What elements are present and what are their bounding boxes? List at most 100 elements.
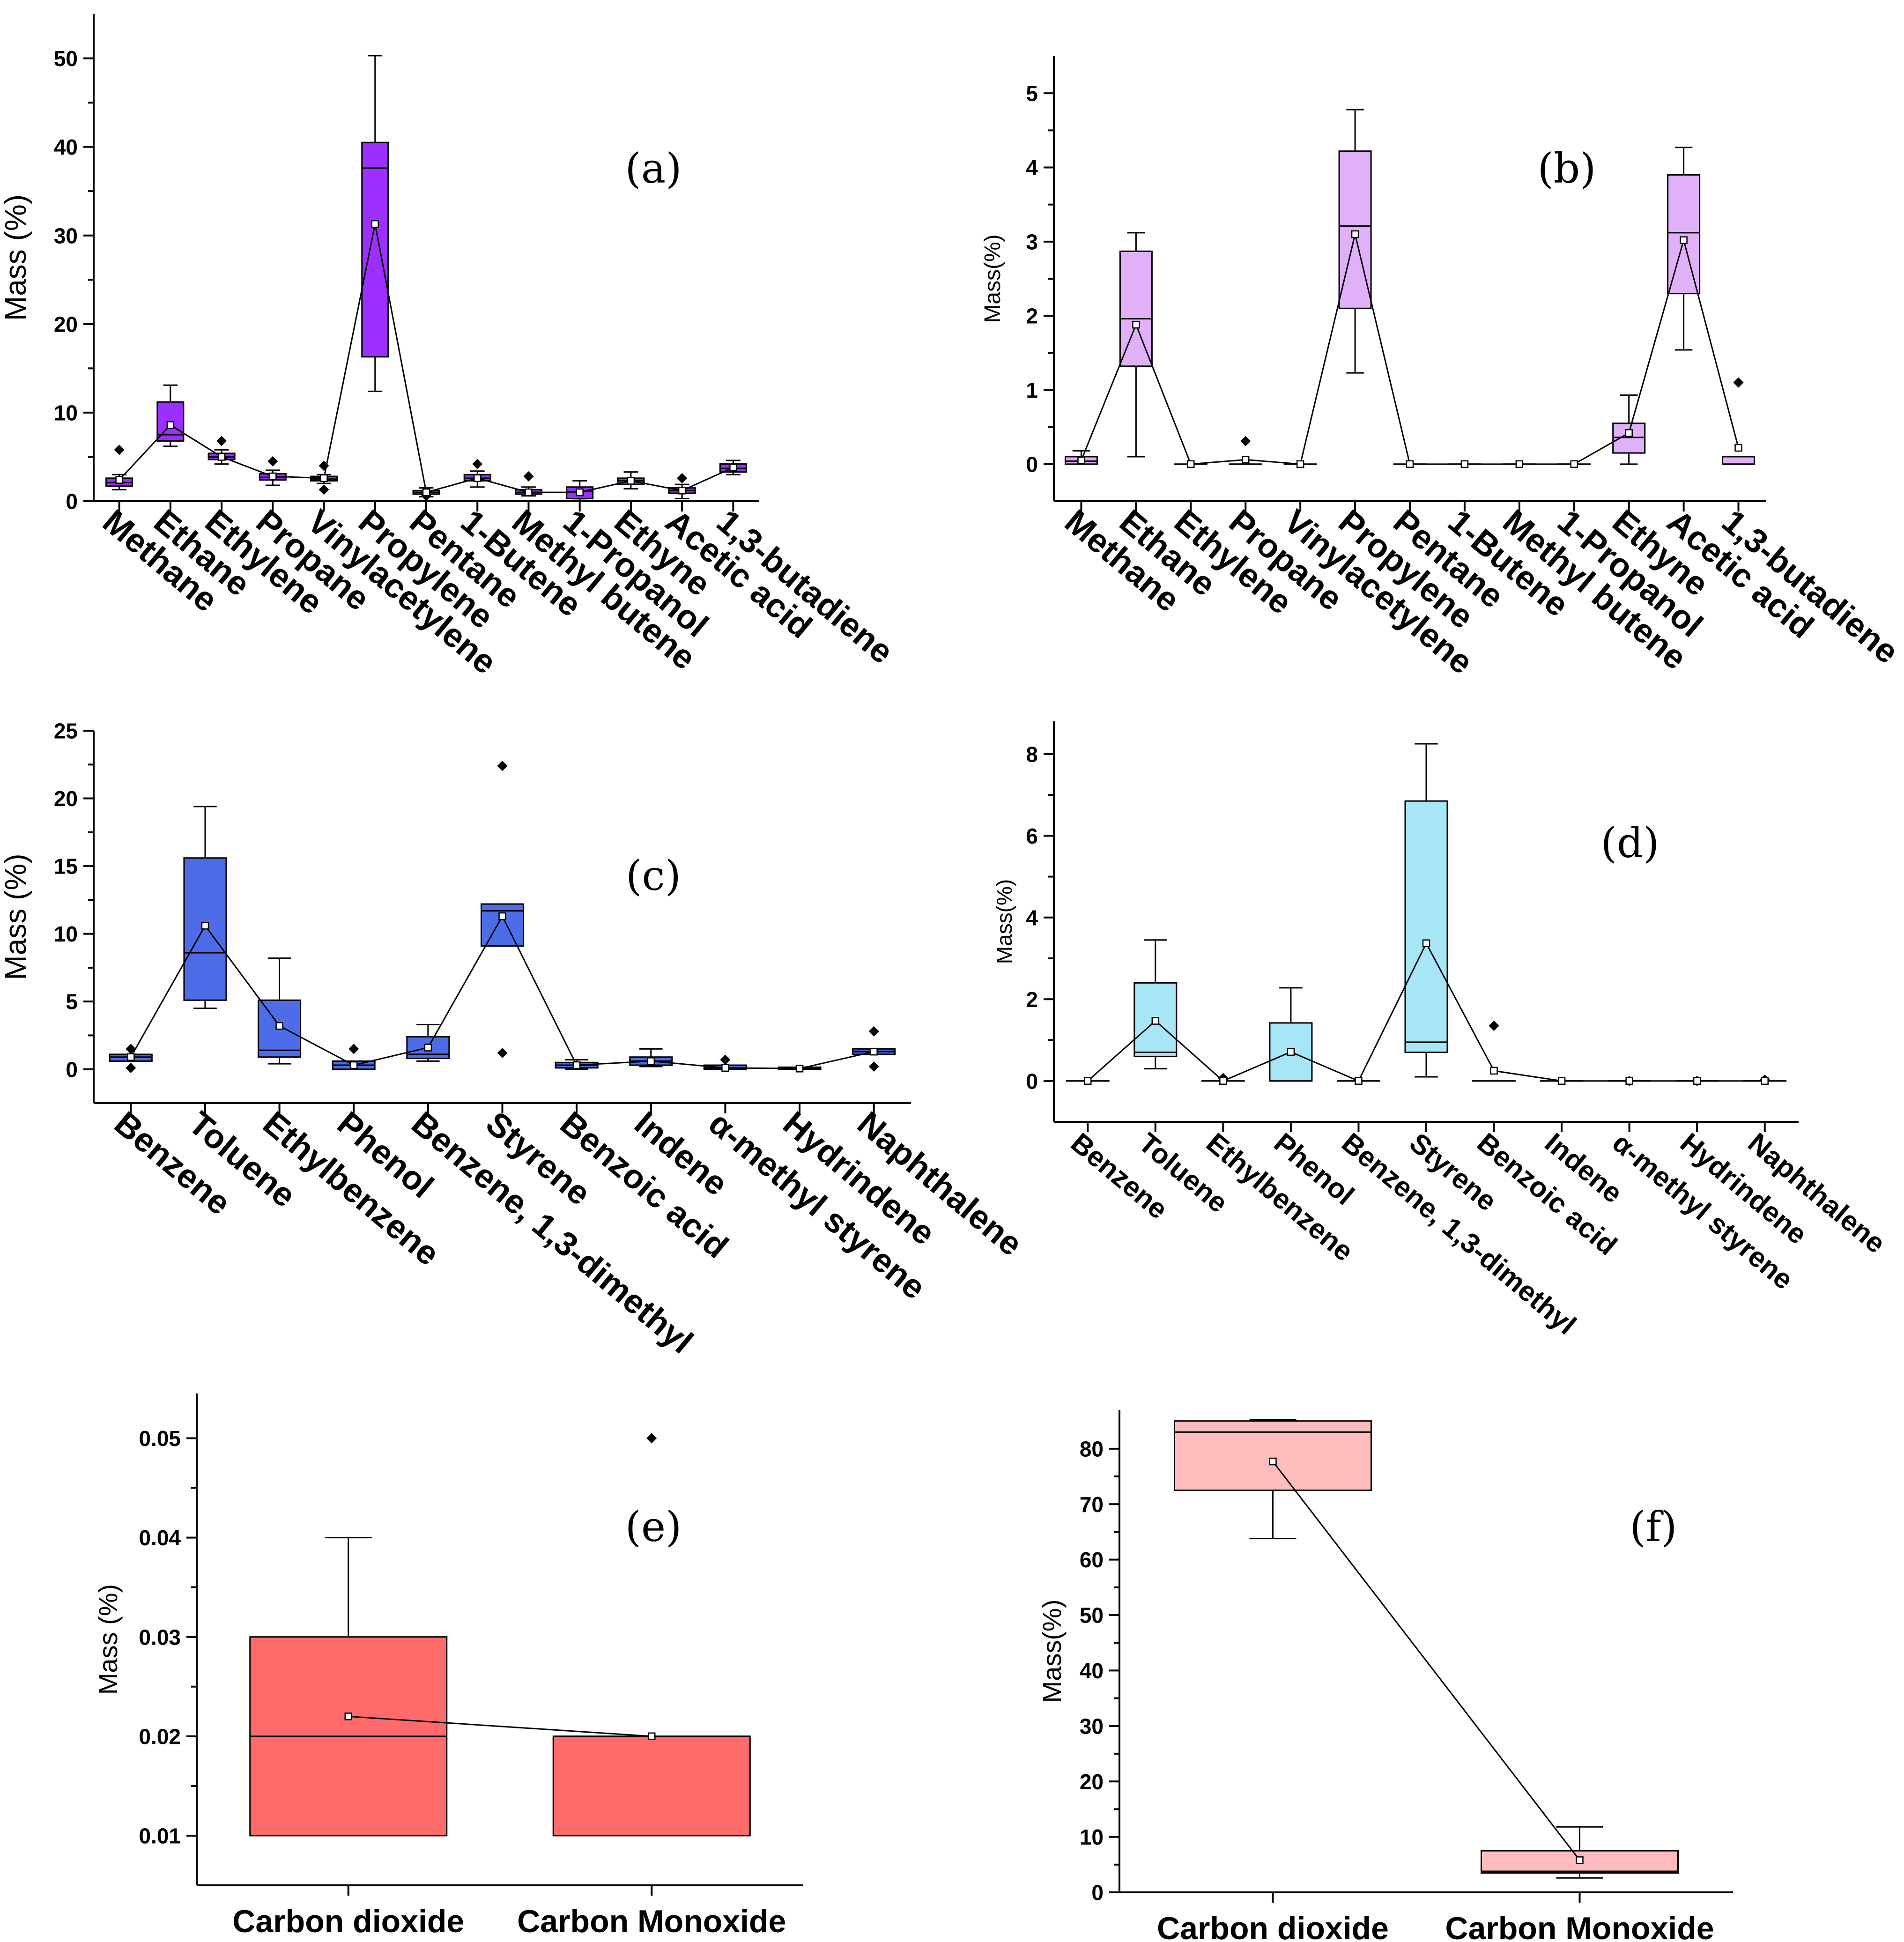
box-group <box>183 806 227 1009</box>
mean-point <box>424 1044 432 1052</box>
outlier-point <box>216 436 227 446</box>
mean-point <box>647 1057 655 1065</box>
y-tick-label: 6 <box>1026 824 1038 848</box>
y-tick-label: 4 <box>1026 905 1038 930</box>
box <box>1612 422 1646 454</box>
mean-point <box>1077 456 1085 465</box>
mean-point <box>115 476 123 484</box>
y-tick-label: 50 <box>1080 1603 1104 1628</box>
mean-point <box>1422 939 1430 947</box>
mean-line <box>1272 1461 1580 1861</box>
mean-point <box>795 1065 804 1073</box>
y-axis-label: Mass (%) <box>0 853 32 980</box>
chart-panel-2: 012345MethaneEthaneEthylenePropaneVinyla… <box>980 56 1904 682</box>
outlier-point <box>126 1044 136 1054</box>
box <box>1667 174 1701 295</box>
mean-point <box>1241 456 1250 464</box>
mean-point <box>1570 460 1578 468</box>
outlier-point <box>126 1062 136 1073</box>
y-tick-label: 10 <box>1080 1825 1104 1849</box>
box <box>552 1735 751 1837</box>
box-group <box>1174 1419 1372 1540</box>
mean-point <box>1576 1856 1584 1864</box>
y-tick-label: 0.01 <box>139 1823 181 1848</box>
box-group <box>361 55 389 393</box>
mean-point <box>1406 460 1414 468</box>
outlier-point <box>646 1433 657 1444</box>
box-group <box>1481 1826 1679 1879</box>
mean-point <box>1287 1048 1295 1056</box>
box <box>1404 800 1448 1053</box>
box-group <box>1404 743 1448 1078</box>
mean-point <box>678 487 686 495</box>
mean-point <box>1296 460 1304 468</box>
mean-point <box>349 1061 358 1069</box>
y-tick-label: 0 <box>66 1057 78 1082</box>
y-tick-label: 0.04 <box>139 1526 181 1550</box>
mean-point <box>648 1732 656 1741</box>
mean-point <box>275 1022 283 1030</box>
mean-point <box>721 1064 729 1072</box>
y-tick-label: 15 <box>54 854 78 879</box>
box <box>1338 150 1372 309</box>
box <box>1119 250 1153 367</box>
box-group <box>259 456 287 486</box>
category-label: Carbon dioxide <box>232 1904 464 1939</box>
box-group <box>1722 377 1756 465</box>
y-tick-label: 0 <box>1026 452 1038 476</box>
outlier-point <box>497 761 508 771</box>
y-tick-label: 20 <box>54 312 78 336</box>
mean-point <box>1734 444 1742 452</box>
y-tick-label: 5 <box>66 990 78 1014</box>
mean-point <box>1132 320 1140 329</box>
mean-point <box>1680 236 1688 244</box>
box-group <box>258 957 302 1065</box>
mean-point <box>371 220 379 228</box>
outlier-point <box>1733 377 1744 388</box>
panel-label: (e) <box>625 1503 682 1551</box>
mean-point <box>1151 1017 1160 1025</box>
outlier-point <box>1489 1020 1499 1031</box>
y-tick-label: 0.03 <box>139 1625 181 1649</box>
box-group <box>1134 939 1178 1070</box>
y-tick-label: 8 <box>1026 742 1038 766</box>
y-tick-label: 25 <box>54 719 78 743</box>
mean-point <box>217 453 226 461</box>
mean-point <box>1625 429 1633 437</box>
box-group <box>1612 394 1646 465</box>
y-tick-label: 0 <box>66 489 78 514</box>
mean-point <box>127 1053 135 1061</box>
chart-panel-4: 02468BenzeneTolueneEthylbenzenePhenolBen… <box>992 721 1891 1341</box>
box-group <box>463 459 491 488</box>
category-label: Carbon dioxide <box>1157 1911 1389 1942</box>
panel-label: (a) <box>625 144 682 193</box>
y-tick-label: 30 <box>1080 1714 1104 1738</box>
box-group <box>552 1433 751 1837</box>
mean-point <box>572 1061 581 1069</box>
outlier-point <box>1240 436 1251 446</box>
mean-point <box>473 474 482 482</box>
outlier-point <box>720 1054 731 1065</box>
y-axis-label: Mass(%) <box>1037 1600 1067 1703</box>
y-tick-label: 10 <box>54 400 78 425</box>
panel-label: (b) <box>1538 144 1596 193</box>
mean-point <box>1355 1077 1363 1085</box>
y-axis-label: Mass (%) <box>93 1584 123 1695</box>
y-tick-label: 0.05 <box>139 1426 181 1451</box>
box <box>361 141 389 358</box>
outlier-point <box>868 1061 879 1072</box>
mean-point <box>1625 1077 1633 1085</box>
y-tick-label: 3 <box>1026 230 1038 254</box>
mean-point <box>627 477 635 485</box>
mean-point <box>1187 460 1195 468</box>
y-tick-label: 0 <box>1091 1881 1104 1905</box>
y-tick-label: 20 <box>1080 1770 1104 1794</box>
outlier-point <box>319 484 329 495</box>
y-tick-label: 1 <box>1026 378 1038 402</box>
y-tick-label: 10 <box>54 922 78 946</box>
category-label: Carbon Monoxide <box>1445 1911 1714 1942</box>
outlier-point <box>472 459 483 469</box>
panel-label: (d) <box>1601 819 1660 867</box>
y-tick-label: 5 <box>1026 82 1038 106</box>
